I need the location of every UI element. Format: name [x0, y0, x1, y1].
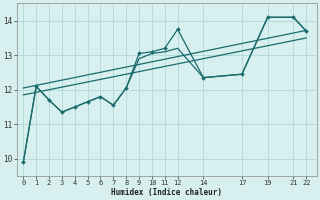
X-axis label: Humidex (Indice chaleur): Humidex (Indice chaleur): [111, 188, 222, 197]
